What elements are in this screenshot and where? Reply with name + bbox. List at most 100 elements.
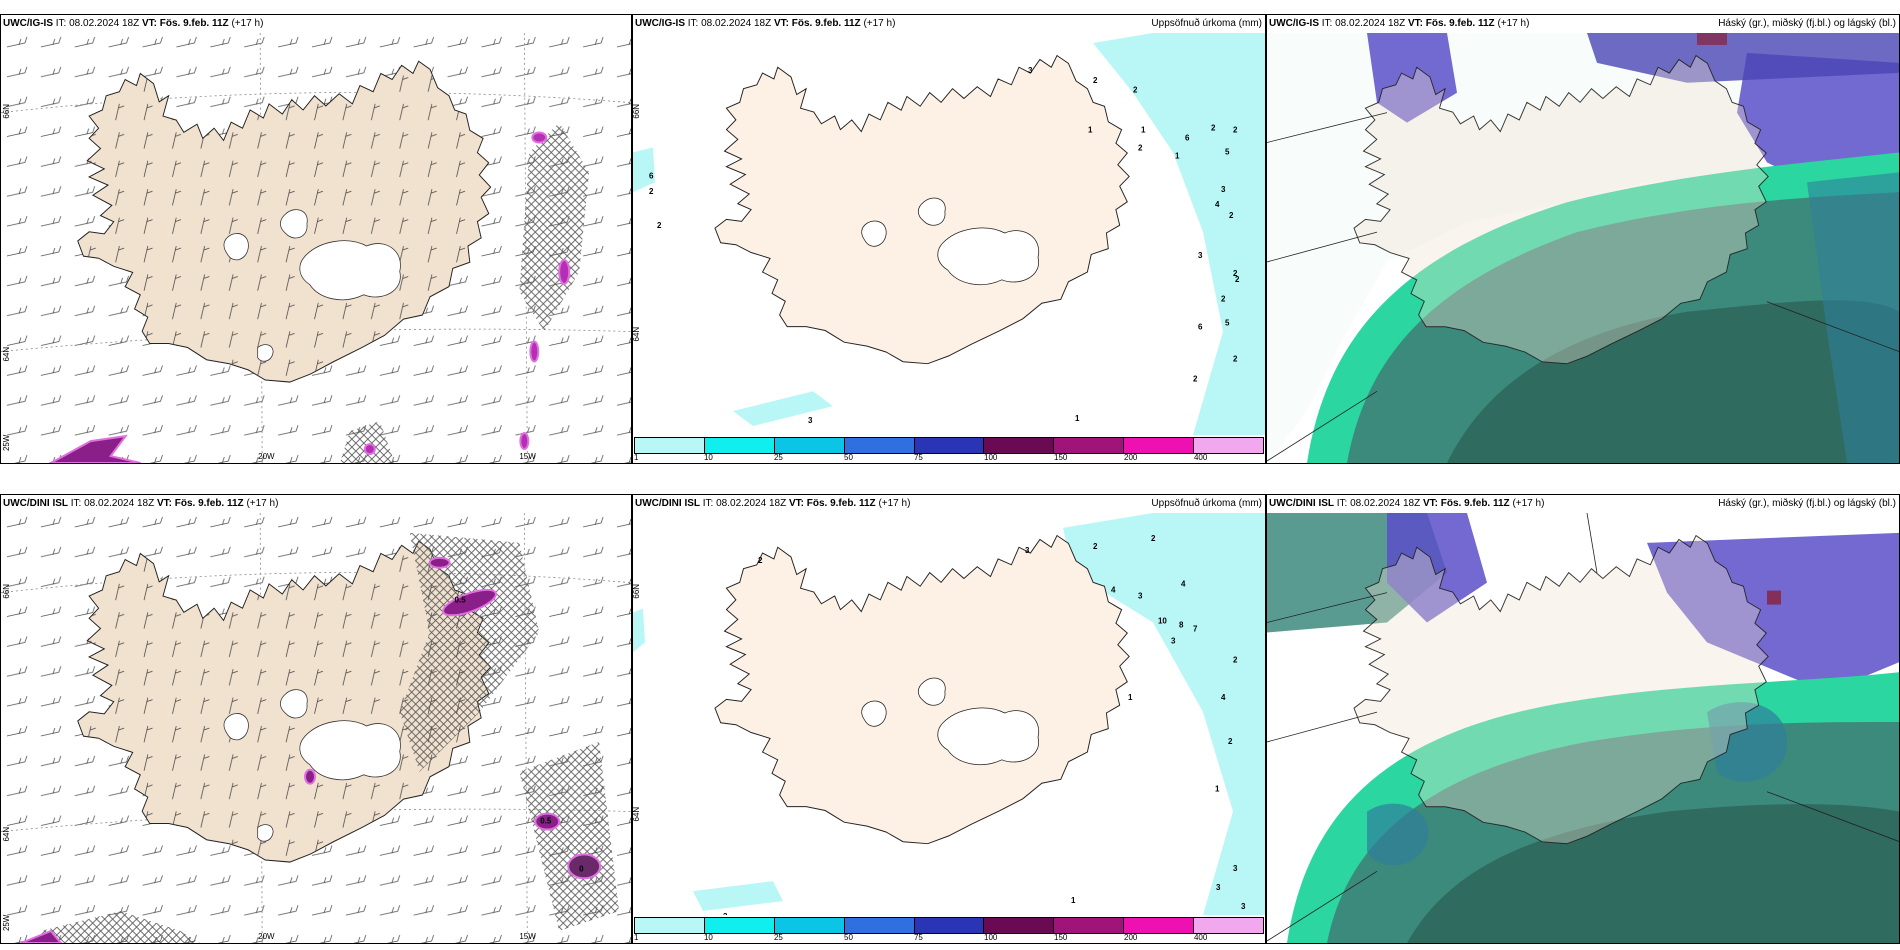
precip-blobs	[50, 131, 571, 463]
precip-value-label: 1	[1128, 693, 1133, 702]
precip-value-label: 10	[1158, 616, 1167, 625]
vt-value: Fös. 9.feb. 11Z	[1440, 498, 1510, 509]
lead-time: (+17 h)	[1512, 498, 1545, 509]
colorbar-tick-label: 150	[1054, 933, 1068, 942]
colorbar-tick-label: 10	[703, 453, 713, 462]
precip-value-label: 3	[1025, 546, 1030, 555]
precip-value-label: 3	[1198, 251, 1203, 260]
precip-value-label: 3	[1233, 864, 1238, 873]
lead-time: (+17 h)	[863, 18, 896, 29]
precip-value-label: 3	[1216, 883, 1221, 892]
colorbar-swatch	[1054, 438, 1125, 453]
cloud-map-panel-top: UWC/IG-IS IT: 08.02.2024 18Z VT: Fös. 9.…	[1266, 14, 1900, 464]
colorbar-tick-label: 100	[984, 453, 998, 462]
vt-value: Fös. 9.feb. 11Z	[174, 498, 244, 509]
precip-value-label: 1	[1071, 896, 1076, 905]
precip-value-label: 2	[1233, 655, 1238, 664]
wind-map-panel-top: UWC/IG-IS IT: 08.02.2024 18Z VT: Fös. 9.…	[0, 14, 632, 464]
precip-value-label: 3	[1241, 902, 1246, 911]
precip-map[interactable]: 322434108732412133432132 66N 64N	[633, 513, 1265, 915]
lead-time: (+17 h)	[1497, 18, 1530, 29]
precip-value-label: 2	[1093, 542, 1098, 551]
precip-value-label: 4	[1215, 200, 1220, 209]
lat-64n-label: 64N	[633, 327, 641, 342]
cloud-panel-heading: Háský (gr.), miðský (fj.bl.) og lágský (…	[1718, 495, 1896, 513]
lon-15w-label: 15W	[519, 452, 536, 461]
lat-66n-label: 66N	[2, 584, 11, 599]
colorbar-tick-label: 400	[1193, 453, 1208, 462]
colorbar-swatch	[1194, 438, 1264, 453]
hatch-area	[399, 532, 540, 772]
wind-map[interactable]: 0.5 0.5 0 20W 15W 66N 64N 25W	[1, 513, 631, 943]
colorbar-tick-label: 200	[1124, 453, 1138, 462]
lat-64n-label: 64N	[2, 827, 11, 842]
colorbar-tick-label: 50	[844, 933, 853, 942]
precip-value-label: 2	[1221, 295, 1226, 304]
lat-64n-label: 64N	[2, 347, 11, 362]
it-value: 08.02.2024 18Z	[716, 498, 787, 509]
precip-value-label: 3	[1028, 66, 1033, 75]
it-value: 08.02.2024 18Z	[69, 18, 140, 29]
lead-time: (+17 h)	[878, 498, 911, 509]
colorbar-tick-label: 50	[844, 453, 853, 462]
colorbar-swatch	[1124, 438, 1195, 453]
model-name: UWC/IG-IS	[3, 18, 53, 29]
precip-value-label: 1	[1088, 126, 1093, 135]
precip-value-label: 3	[1221, 185, 1226, 194]
colorbar-swatch	[984, 438, 1055, 453]
wind-map[interactable]: 20W 15W 66N 64N 25W	[1, 33, 631, 463]
it-label: IT:	[1321, 18, 1333, 29]
corner-25w-label: 25W	[2, 434, 11, 451]
colorbar-tick-label: 75	[913, 453, 923, 462]
colorbar-swatch	[914, 438, 985, 453]
colorbar-tick-label: 100	[984, 933, 998, 942]
colorbar-tick-label: 25	[773, 933, 783, 942]
precip-value-label: 2	[1193, 374, 1198, 383]
precip-map-panel-top: UWC/IG-IS IT: 08.02.2024 18Z VT: Fös. 9.…	[632, 14, 1266, 464]
precip-colorbar: 1 10 25 50 75 100 150 200 400	[633, 435, 1265, 463]
precip-value-label: 2	[1133, 86, 1138, 95]
precip-value-label: 1	[1175, 151, 1180, 160]
vt-value: Fös. 9.feb. 11Z	[159, 18, 229, 29]
model-name: UWC/DINI ISL	[3, 498, 68, 509]
colorbar-swatch	[984, 918, 1055, 933]
vt-label: VT:	[156, 498, 172, 509]
vt-label: VT:	[773, 18, 789, 29]
colorbar-swatch	[704, 438, 775, 453]
lat-66n-label: 66N	[633, 584, 641, 599]
precip-value-label: 4	[1111, 586, 1116, 595]
colorbar-tick-label: 25	[773, 453, 783, 462]
precip-value-label: 3	[1171, 636, 1176, 645]
precip-panel-heading: Uppsöfnuð úrkoma (mm)	[1151, 15, 1262, 33]
precip-value-label: 3	[1138, 592, 1143, 601]
precip-value-label: 8	[1179, 620, 1184, 629]
precip-value-label: 3	[808, 416, 813, 425]
lat-66n-label: 66N	[2, 104, 11, 119]
vt-value: Fös. 9.feb. 11Z	[806, 498, 876, 509]
colorbar-swatch	[774, 918, 845, 933]
model-name: UWC/IG-IS	[635, 18, 685, 29]
lat-64n-label: 64N	[633, 807, 641, 822]
cloud-map[interactable]	[1267, 513, 1899, 943]
vt-value: Fös. 9.feb. 11Z	[1425, 18, 1495, 29]
colorbar-tick-label: 150	[1054, 453, 1068, 462]
colorbar-swatch	[1124, 918, 1195, 933]
precip-value-label: 2	[657, 221, 662, 230]
panel-title: UWC/DINI ISL IT: 08.02.2024 18Z VT: Fös.…	[1, 495, 631, 513]
colorbar-tick-label: 400	[1193, 933, 1208, 942]
it-value: 08.02.2024 18Z	[84, 498, 155, 509]
colorbar-swatch	[704, 918, 775, 933]
model-name: UWC/IG-IS	[1269, 18, 1319, 29]
panel-title: UWC/IG-IS IT: 08.02.2024 18Z VT: Fös. 9.…	[1, 15, 631, 33]
cloud-map[interactable]	[1267, 33, 1899, 463]
precip-value-label: 2	[1138, 143, 1143, 152]
precip-value-label: 1	[1075, 414, 1080, 423]
precip-panel-heading: Uppsöfnuð úrkoma (mm)	[1151, 495, 1262, 513]
colorbar-tick-label: 200	[1124, 933, 1138, 942]
cloud-map-panel-bottom: UWC/DINI ISL IT: 08.02.2024 18Z VT: Fös.…	[1266, 494, 1900, 944]
vt-label: VT:	[141, 18, 157, 29]
colorbar-swatch	[844, 918, 915, 933]
precip-value-label: 2	[1233, 269, 1238, 278]
